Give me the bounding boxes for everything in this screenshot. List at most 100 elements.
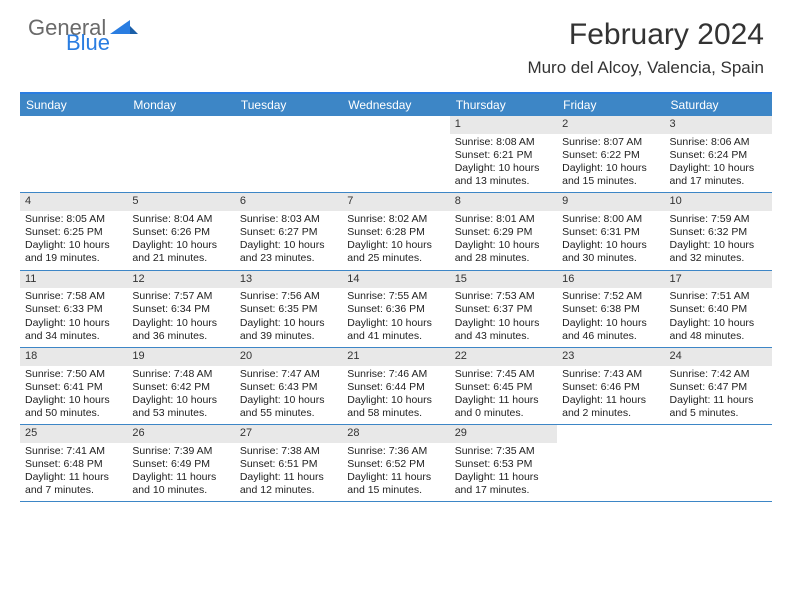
daylight-text: Daylight: 11 hours bbox=[342, 471, 449, 484]
daylight-text: and 7 minutes. bbox=[20, 484, 127, 497]
daylight-text: Daylight: 10 hours bbox=[235, 239, 342, 252]
sunrise-text: Sunrise: 8:01 AM bbox=[450, 213, 557, 226]
daylight-text: Daylight: 10 hours bbox=[342, 394, 449, 407]
calendar-cell: 16Sunrise: 7:52 AMSunset: 6:38 PMDayligh… bbox=[557, 271, 664, 347]
day-number: 15 bbox=[450, 271, 557, 289]
day-number: 5 bbox=[127, 193, 234, 211]
daylight-text: and 10 minutes. bbox=[127, 484, 234, 497]
day-number: 18 bbox=[20, 348, 127, 366]
calendar-cell bbox=[20, 116, 127, 192]
daylight-text: and 21 minutes. bbox=[127, 252, 234, 265]
daylight-text: Daylight: 10 hours bbox=[235, 317, 342, 330]
sunrise-text: Sunrise: 7:43 AM bbox=[557, 368, 664, 381]
calendar: SundayMondayTuesdayWednesdayThursdayFrid… bbox=[20, 92, 772, 502]
day-number: 1 bbox=[450, 116, 557, 134]
daylight-text: and 50 minutes. bbox=[20, 407, 127, 420]
daylight-text: Daylight: 10 hours bbox=[127, 394, 234, 407]
daylight-text: and 48 minutes. bbox=[665, 330, 772, 343]
day-number: 28 bbox=[342, 425, 449, 443]
sunrise-text: Sunrise: 7:39 AM bbox=[127, 445, 234, 458]
sunset-text: Sunset: 6:46 PM bbox=[557, 381, 664, 394]
brand-logo: General Blue bbox=[28, 18, 138, 54]
sunset-text: Sunset: 6:38 PM bbox=[557, 303, 664, 316]
sunset-text: Sunset: 6:37 PM bbox=[450, 303, 557, 316]
daylight-text: Daylight: 10 hours bbox=[342, 239, 449, 252]
daylight-text: and 15 minutes. bbox=[342, 484, 449, 497]
calendar-cell: 3Sunrise: 8:06 AMSunset: 6:24 PMDaylight… bbox=[665, 116, 772, 192]
calendar-week: 4 Sunrise: 8:05 AMSunset: 6:25 PM Daylight… bbox=[20, 193, 772, 270]
daylight-text: and 30 minutes. bbox=[557, 252, 664, 265]
sunrise-text: Sunrise: 7:57 AM bbox=[127, 290, 234, 303]
sunset-text: Sunset: 6:24 PM bbox=[665, 149, 772, 162]
weekday-header: Thursday bbox=[450, 94, 557, 116]
calendar-week: 11Sunrise: 7:58 AMSunset: 6:33 PMDayligh… bbox=[20, 271, 772, 348]
sunset-text: Sunset: 6:48 PM bbox=[20, 458, 127, 471]
sunset-text: Sunset: 6:52 PM bbox=[342, 458, 449, 471]
sunrise-text: Sunrise: 8:03 AM bbox=[235, 213, 342, 226]
daylight-text: and 2 minutes. bbox=[557, 407, 664, 420]
sunrise-text: Sunrise: 8:08 AM bbox=[450, 136, 557, 149]
daylight-text: Daylight: 10 hours bbox=[665, 317, 772, 330]
daylight-text: Daylight: 10 hours bbox=[557, 317, 664, 330]
daylight-text: Daylight: 10 hours bbox=[450, 162, 557, 175]
sunrise-text: Sunrise: 7:52 AM bbox=[557, 290, 664, 303]
daylight-text: Daylight: 10 hours bbox=[127, 317, 234, 330]
day-number: 7 bbox=[342, 193, 449, 211]
daylight-text: and 36 minutes. bbox=[127, 330, 234, 343]
daylight-text: Daylight: 10 hours bbox=[342, 317, 449, 330]
location-label: Muro del Alcoy, Valencia, Spain bbox=[527, 58, 764, 78]
daylight-text: Daylight: 11 hours bbox=[20, 471, 127, 484]
sunset-text: Sunset: 6:41 PM bbox=[20, 381, 127, 394]
weekday-header-row: SundayMondayTuesdayWednesdayThursdayFrid… bbox=[20, 94, 772, 116]
sunset-text: Sunset: 6:47 PM bbox=[665, 381, 772, 394]
calendar-cell: 1Sunrise: 8:08 AMSunset: 6:21 PMDaylight… bbox=[450, 116, 557, 192]
sunrise-text: Sunrise: 8:07 AM bbox=[557, 136, 664, 149]
daylight-text: and 32 minutes. bbox=[665, 252, 772, 265]
day-number: 29 bbox=[450, 425, 557, 443]
calendar-cell: 15Sunrise: 7:53 AMSunset: 6:37 PMDayligh… bbox=[450, 271, 557, 347]
sunrise-text: Sunrise: 8:04 AM bbox=[127, 213, 234, 226]
calendar-cell bbox=[665, 425, 772, 501]
calendar-cell: 17Sunrise: 7:51 AMSunset: 6:40 PMDayligh… bbox=[665, 271, 772, 347]
day-number: 3 bbox=[665, 116, 772, 134]
calendar-cell: 26Sunrise: 7:39 AMSunset: 6:49 PMDayligh… bbox=[127, 425, 234, 501]
header: General Blue February 2024 Muro del Alco… bbox=[0, 0, 792, 82]
sunset-text: Sunset: 6:34 PM bbox=[127, 303, 234, 316]
calendar-cell: 24Sunrise: 7:42 AMSunset: 6:47 PMDayligh… bbox=[665, 348, 772, 424]
weekday-header: Monday bbox=[127, 94, 234, 116]
sunset-text: Sunset: 6:36 PM bbox=[342, 303, 449, 316]
sunset-text: Sunset: 6:42 PM bbox=[127, 381, 234, 394]
daylight-text: and 23 minutes. bbox=[235, 252, 342, 265]
daylight-text: Daylight: 11 hours bbox=[665, 394, 772, 407]
calendar-body: 1Sunrise: 8:08 AMSunset: 6:21 PMDaylight… bbox=[20, 116, 772, 502]
day-number: 14 bbox=[342, 271, 449, 289]
calendar-week: 18Sunrise: 7:50 AMSunset: 6:41 PMDayligh… bbox=[20, 348, 772, 425]
calendar-cell: 21Sunrise: 7:46 AMSunset: 6:44 PMDayligh… bbox=[342, 348, 449, 424]
calendar-cell: 4Sunrise: 8:05 AMSunset: 6:25 PMDaylight… bbox=[20, 193, 127, 269]
calendar-cell: 19Sunrise: 7:48 AMSunset: 6:42 PMDayligh… bbox=[127, 348, 234, 424]
logo-triangle-icon bbox=[110, 16, 138, 38]
sunset-text: Sunset: 6:26 PM bbox=[127, 226, 234, 239]
sunset-text: Sunset: 6:35 PM bbox=[235, 303, 342, 316]
daylight-text: and 58 minutes. bbox=[342, 407, 449, 420]
day-number: 19 bbox=[127, 348, 234, 366]
daylight-text: and 19 minutes. bbox=[20, 252, 127, 265]
sunset-text: Sunset: 6:28 PM bbox=[342, 226, 449, 239]
day-number: 22 bbox=[450, 348, 557, 366]
day-number: 4 bbox=[20, 193, 127, 211]
sunrise-text: Sunrise: 8:05 AM bbox=[20, 213, 127, 226]
sunrise-text: Sunrise: 8:02 AM bbox=[342, 213, 449, 226]
sunrise-text: Sunrise: 7:35 AM bbox=[450, 445, 557, 458]
daylight-text: and 17 minutes. bbox=[450, 484, 557, 497]
calendar-cell: 23Sunrise: 7:43 AMSunset: 6:46 PMDayligh… bbox=[557, 348, 664, 424]
day-number: 2 bbox=[557, 116, 664, 134]
calendar-cell: 12Sunrise: 7:57 AMSunset: 6:34 PMDayligh… bbox=[127, 271, 234, 347]
sunrise-text: Sunrise: 7:36 AM bbox=[342, 445, 449, 458]
daylight-text: and 15 minutes. bbox=[557, 175, 664, 188]
daylight-text: Daylight: 11 hours bbox=[557, 394, 664, 407]
sunrise-text: Sunrise: 7:47 AM bbox=[235, 368, 342, 381]
daylight-text: Daylight: 10 hours bbox=[235, 394, 342, 407]
sunrise-text: Sunrise: 7:45 AM bbox=[450, 368, 557, 381]
sunset-text: Sunset: 6:25 PM bbox=[20, 226, 127, 239]
day-number: 26 bbox=[127, 425, 234, 443]
